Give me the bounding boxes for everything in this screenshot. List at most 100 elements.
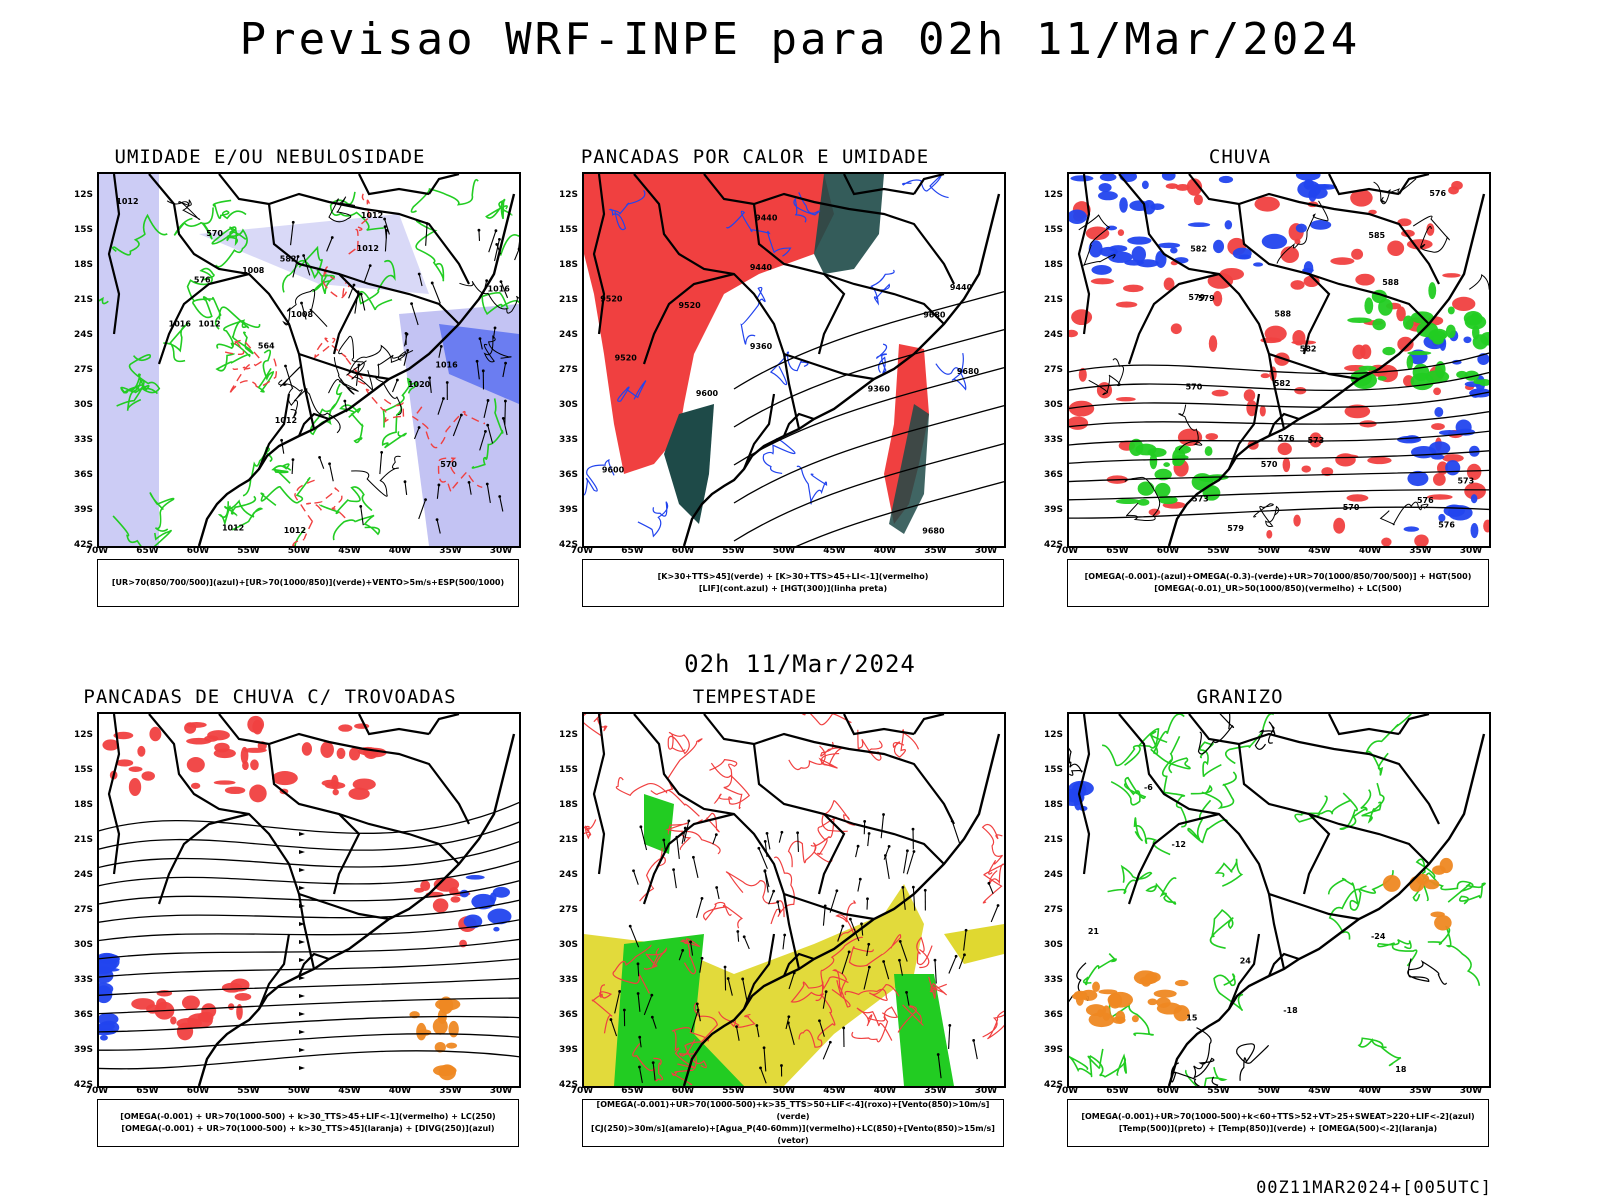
contour-label: 9440 (950, 283, 973, 292)
lon-tick-label: 55W (722, 1086, 745, 1096)
contour-label: -18 (1283, 1006, 1298, 1015)
lon-tick-label: 65W (1106, 546, 1129, 556)
contour-label: 585 (1368, 231, 1385, 240)
contour-label: 1012 (198, 319, 220, 328)
lon-tick-label: 30W (489, 546, 513, 556)
lat-tick-label: 30S (73, 400, 93, 410)
lon-tick-label: 45W (1308, 546, 1331, 556)
legend-line: [OMEGA(-0.001)+UR>70(1000-500)+k<60+TTS>… (1081, 1112, 1475, 1121)
contour-label: 579 (1188, 293, 1205, 302)
lat-tick-label: 30S (1043, 940, 1063, 950)
lat-tick-label: 27S (1043, 365, 1063, 375)
panel-legend: [OMEGA(-0.001)-(azul)+OMEGA(-0.3)-(verde… (1067, 559, 1489, 607)
contour-label: -12 (1172, 840, 1186, 849)
lat-tick-label: 36S (1043, 1010, 1063, 1020)
map-panel: GRANIZO -6 -12 -18 -24 15 18 21 24 12S 15S 18S 21S 24… (1025, 686, 1491, 1147)
lon-tick-label: 40W (388, 1086, 412, 1096)
lat-tick-label: 33S (1043, 435, 1063, 445)
contour-label: 1020 (408, 380, 431, 389)
contour-label: 573 (1192, 494, 1209, 503)
contour-label: 15 (1186, 1013, 1198, 1022)
contour-label: 24 (1240, 957, 1252, 966)
lat-tick-label: 24S (73, 330, 93, 340)
lat-tick-label: 42S (1043, 1080, 1063, 1090)
lat-tick-label: 24S (1043, 330, 1063, 340)
lon-tick-label: 30W (1459, 1086, 1483, 1096)
lon-tick-label: 60W (1156, 546, 1180, 556)
lon-tick-label: 30W (974, 546, 998, 556)
lon-tick-label: 45W (823, 1086, 846, 1096)
lon-tick-label: 50W (772, 546, 796, 556)
lon-tick-label: 70W (1055, 546, 1079, 556)
contour-label: 1012 (116, 197, 138, 206)
lat-tick-label: 30S (1043, 400, 1063, 410)
lat-tick-label: 36S (558, 1010, 578, 1020)
lon-tick-label: 35W (1409, 1086, 1432, 1096)
lat-tick-label: 39S (558, 505, 578, 515)
lat-tick-label: 27S (73, 365, 93, 375)
lat-tick-label: 30S (558, 400, 578, 410)
lat-tick-label: 36S (73, 470, 93, 480)
contour-label: 9520 (600, 295, 623, 304)
lon-tick-label: 35W (1409, 546, 1432, 556)
lat-tick-label: 27S (1043, 905, 1063, 915)
lat-tick-label: 21S (73, 295, 93, 305)
lat-tick-label: 12S (1043, 730, 1063, 740)
panel-legend: [OMEGA(-0.001) + UR>70(1000-500) + k>30_… (97, 1099, 519, 1147)
lat-tick-label: 42S (1043, 540, 1063, 550)
contour-label: 582 (1300, 345, 1317, 354)
lat-tick-label: 39S (73, 1045, 93, 1055)
contour-label: 9680 (957, 367, 980, 376)
lat-tick-label: 21S (1043, 835, 1063, 845)
lon-tick-label: 70W (1055, 1086, 1079, 1096)
lon-tick-label: 60W (671, 546, 695, 556)
contour-label: 1008 (242, 266, 265, 275)
lon-tick-label: 55W (1207, 546, 1230, 556)
lat-tick-label: 27S (73, 905, 93, 915)
contour-label: 576 (1417, 496, 1434, 505)
lat-tick-label: 33S (558, 435, 578, 445)
lat-tick-label: 15S (73, 765, 93, 775)
contour-label: 18 (1395, 1065, 1407, 1074)
lat-tick-label: 33S (558, 975, 578, 985)
legend-line: [Temp(500)](preto) + [Temp(850)](verde) … (1118, 1124, 1438, 1133)
lon-tick-label: 55W (722, 546, 745, 556)
contour-label: 582 (1190, 245, 1207, 254)
lat-tick-label: 21S (73, 835, 93, 845)
lat-tick-label: 33S (73, 975, 93, 985)
legend-line: [OMEGA(-0.001)+UR>70(1000-500)+k>35_TTS>… (596, 1100, 990, 1121)
lat-tick-label: 21S (558, 295, 578, 305)
lat-tick-label: 12S (73, 730, 93, 740)
lon-tick-label: 50W (287, 1086, 311, 1096)
run-timestamp: 00Z11MAR2024+[005UTC] (1256, 1178, 1492, 1198)
map-panel: PANCADAS POR CALOR E UMIDADE 9680 9680 9600… (540, 146, 1006, 607)
lat-tick-label: 36S (1043, 470, 1063, 480)
lon-tick-label: 60W (671, 1086, 695, 1096)
contour-label: 1012 (361, 211, 383, 220)
lat-tick-label: 18S (1043, 260, 1063, 270)
lon-tick-label: 40W (1358, 1086, 1382, 1096)
lon-tick-label: 65W (1106, 1086, 1129, 1096)
lon-tick-label: 40W (873, 1086, 897, 1096)
lon-tick-label: 35W (439, 1086, 462, 1096)
forecast-map (97, 712, 521, 1088)
panel-legend: [UR>70(850/700/500)](azul)+[UR>70(1000/8… (97, 559, 519, 607)
lat-tick-label: 33S (73, 435, 93, 445)
forecast-map (582, 712, 1006, 1088)
contour-label: 570 (206, 229, 223, 238)
lon-tick-label: 40W (388, 546, 412, 556)
contour-label: 576 (1438, 521, 1455, 530)
contour-label: 582 (1274, 379, 1291, 388)
main-title: Previsao WRF-INPE para 02h 11/Mar/2024 (239, 14, 1361, 65)
lon-tick-label: 60W (186, 1086, 210, 1096)
lat-tick-label: 18S (558, 800, 578, 810)
lon-tick-label: 45W (823, 546, 846, 556)
lat-tick-label: 21S (1043, 295, 1063, 305)
lon-tick-label: 70W (570, 546, 594, 556)
lon-tick-label: 50W (287, 546, 311, 556)
lat-tick-label: 39S (1043, 1045, 1063, 1055)
contour-label: 9520 (615, 354, 638, 363)
contour-label: 579 (1227, 524, 1244, 533)
lat-tick-label: 21S (558, 835, 578, 845)
contour-label: 9600 (602, 465, 625, 474)
